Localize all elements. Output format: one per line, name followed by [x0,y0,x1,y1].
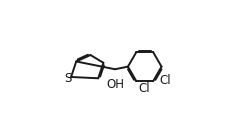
Text: OH: OH [106,78,124,91]
Text: Cl: Cl [159,74,171,87]
Text: Cl: Cl [138,82,150,95]
Text: S: S [64,72,71,85]
